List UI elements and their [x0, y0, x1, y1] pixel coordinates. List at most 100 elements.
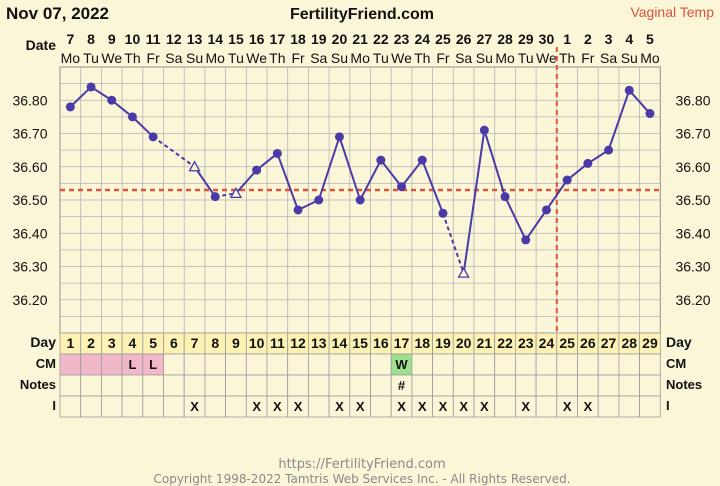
- temperature-point[interactable]: [376, 155, 386, 165]
- date-label: 29: [518, 31, 534, 47]
- temperature-point[interactable]: [314, 195, 324, 205]
- intercourse-row-label-left: I: [52, 398, 56, 413]
- date-label: 2: [584, 31, 592, 47]
- date-label: 16: [249, 31, 265, 47]
- cm-cell: [328, 353, 351, 376]
- day-cell-text: 10: [249, 335, 265, 351]
- temperature-segment: [504, 196, 527, 241]
- y-tick-label-right: 36.20: [675, 292, 710, 308]
- temperature-point[interactable]: [86, 82, 96, 92]
- temperature-point[interactable]: [624, 85, 634, 95]
- weekday-label: Tu: [83, 50, 99, 66]
- i-cell-text: X: [356, 399, 365, 414]
- temperature-point[interactable]: [148, 132, 158, 142]
- notes-cell: [515, 374, 537, 397]
- i-cell-text: X: [521, 399, 530, 414]
- day-cell-text: 20: [456, 335, 472, 351]
- weekday-label: Mo: [61, 50, 81, 66]
- temperature-segment: [462, 130, 486, 274]
- i-cell-text: X: [190, 399, 199, 414]
- temperature-point[interactable]: [438, 208, 448, 218]
- weekday-label: Fr: [147, 50, 161, 66]
- y-tick-label-right: 36.40: [675, 225, 710, 241]
- cm-cell-text: L: [149, 357, 157, 372]
- day-cell-text: 25: [559, 335, 575, 351]
- y-tick-label-right: 36.30: [675, 259, 710, 275]
- temperature-point[interactable]: [521, 235, 531, 245]
- temperature-point[interactable]: [252, 165, 262, 175]
- temperature-segment: [628, 89, 651, 115]
- temperature-point[interactable]: [334, 132, 344, 142]
- temperature-point[interactable]: [479, 125, 489, 135]
- temperature-segment: [607, 89, 631, 151]
- notes-cell: [307, 374, 330, 397]
- temperature-segment: [235, 169, 258, 195]
- day-cell-text: 13: [311, 335, 327, 351]
- temperature-point[interactable]: [645, 109, 655, 119]
- day-cell-text: 24: [539, 335, 555, 351]
- discarded-temp-marker[interactable]: [229, 187, 243, 199]
- day-cell-text: 4: [129, 335, 137, 351]
- cm-cell: [370, 353, 392, 376]
- temperature-point[interactable]: [583, 158, 593, 168]
- weekday-label: Tu: [228, 50, 244, 66]
- day-cell-text: 21: [477, 335, 493, 351]
- temperature-segment: [69, 86, 92, 108]
- temperature-segment: [524, 209, 548, 241]
- day-cell-text: 26: [580, 335, 596, 351]
- temperature-point[interactable]: [562, 175, 572, 185]
- temperature-point[interactable]: [500, 192, 510, 202]
- temperature-point[interactable]: [417, 155, 427, 165]
- cm-cell: [494, 353, 516, 376]
- day-cell-text: 17: [394, 335, 410, 351]
- i-cell: [618, 395, 641, 418]
- cm-row-label-right: CM: [666, 356, 686, 371]
- day-cell-text: 29: [642, 335, 658, 351]
- cm-cell: [452, 353, 475, 376]
- i-cell: [142, 395, 164, 418]
- notes-cell: [556, 374, 578, 397]
- y-tick-label-left: 36.80: [12, 92, 47, 108]
- cm-cell: [101, 353, 123, 376]
- cm-cell: [577, 353, 599, 376]
- temperature-point[interactable]: [107, 95, 117, 105]
- temperature-point[interactable]: [65, 102, 75, 112]
- temperature-point[interactable]: [127, 112, 137, 122]
- temperature-point[interactable]: [293, 205, 303, 215]
- footer-url[interactable]: https://FertilityFriend.com: [278, 457, 445, 472]
- notes-cell: [577, 374, 599, 397]
- weekday-label: Th: [414, 50, 430, 66]
- i-cell-text: X: [459, 399, 468, 414]
- date-label: 18: [290, 31, 306, 47]
- temperature-point[interactable]: [210, 192, 220, 202]
- cm-cell: [80, 353, 102, 376]
- temperature-segment: [483, 129, 507, 197]
- cm-cell: [515, 353, 537, 376]
- cm-cell: [287, 353, 309, 376]
- date-label: 30: [539, 31, 555, 47]
- i-cell: [307, 395, 330, 418]
- notes-cell: [370, 374, 392, 397]
- i-cell-text: X: [480, 399, 489, 414]
- notes-cell: [121, 374, 144, 397]
- temperature-point[interactable]: [604, 145, 614, 155]
- day-cell-text: 23: [518, 335, 534, 351]
- temperature-point[interactable]: [541, 205, 551, 215]
- chart-date: Nov 07, 2022: [6, 4, 109, 23]
- temperature-point[interactable]: [397, 182, 407, 192]
- day-cell-text: 9: [232, 335, 240, 351]
- date-label: 19: [311, 31, 327, 47]
- date-label: 14: [207, 31, 223, 47]
- date-label: 22: [373, 31, 389, 47]
- notes-row-label-left: Notes: [20, 377, 56, 392]
- cm-cell: [556, 353, 578, 376]
- temperature-point[interactable]: [355, 195, 365, 205]
- temperature-point[interactable]: [272, 148, 282, 158]
- temp-type-label: Vaginal Temp: [630, 4, 714, 20]
- temperature-segment: [545, 179, 568, 211]
- discarded-temp-marker[interactable]: [188, 160, 201, 172]
- notes-cell: [163, 374, 185, 397]
- temperature-segment: [421, 159, 444, 214]
- discarded-temp-marker[interactable]: [457, 266, 470, 278]
- notes-cell: [59, 374, 82, 397]
